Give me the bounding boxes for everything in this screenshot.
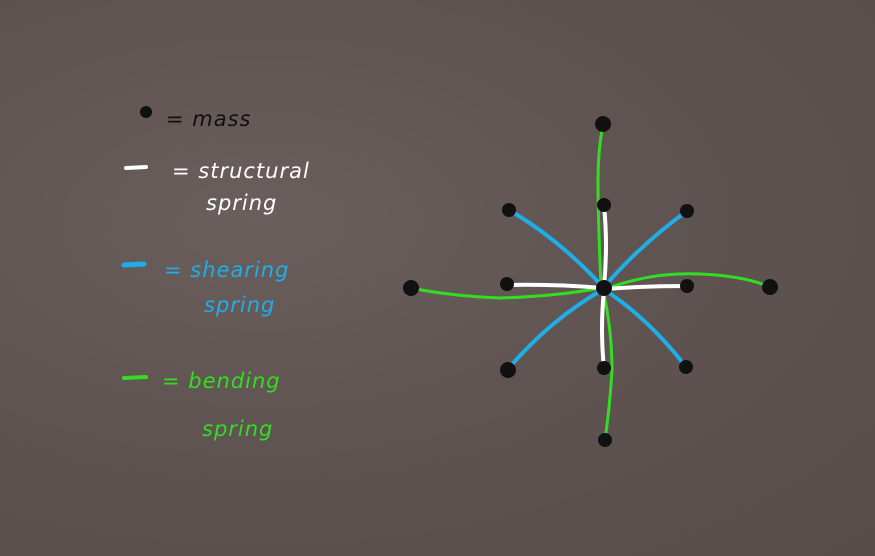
mass-center (596, 280, 612, 296)
legend-mass-label: = mass (166, 107, 251, 131)
structural-spring-up (602, 204, 608, 288)
legend-bending-sub: spring (202, 417, 273, 441)
legend-bending-label: = bending (162, 369, 281, 393)
legend-structural-swatch (124, 165, 148, 170)
structural-spring-right (603, 284, 688, 291)
legend-shearing-swatch (121, 261, 147, 268)
masses (403, 116, 778, 447)
legend-bending-swatch (122, 375, 148, 380)
shearing-spring-top-right (603, 209, 689, 288)
mass-right-near (680, 279, 694, 293)
shearing-spring-bottom-left (506, 288, 604, 371)
mass-right-far (762, 279, 778, 295)
legend: = mass = structural spring = shearing sp… (121, 106, 310, 441)
mass-top-right (680, 204, 694, 218)
mass-top-near (597, 198, 611, 212)
mass-top-far (595, 116, 611, 132)
springs (409, 122, 772, 442)
legend-mass-dot (140, 106, 152, 118)
bending-spring-up (596, 122, 605, 288)
mass-left-far (403, 280, 419, 296)
mass-top-left (502, 203, 516, 217)
mass-bottom-left (500, 362, 516, 378)
bending-spring-left (409, 286, 602, 300)
legend-shearing-sub: spring (204, 293, 275, 317)
shearing-spring-bottom-right (603, 288, 688, 369)
legend-shearing-label: = shearing (164, 258, 289, 282)
bending-spring-down (601, 288, 614, 442)
structural-spring-left (505, 282, 604, 290)
bending-spring-right (604, 272, 772, 291)
shearing-spring-top-left (507, 208, 604, 288)
structural-spring-down (600, 288, 606, 370)
legend-structural-sub: spring (206, 191, 277, 215)
legend-structural-label: = structural (172, 159, 310, 183)
mass-bottom-right (679, 360, 693, 374)
mass-bottom-near (597, 361, 611, 375)
mass-left-near (500, 277, 514, 291)
mass-bottom-far (598, 433, 612, 447)
